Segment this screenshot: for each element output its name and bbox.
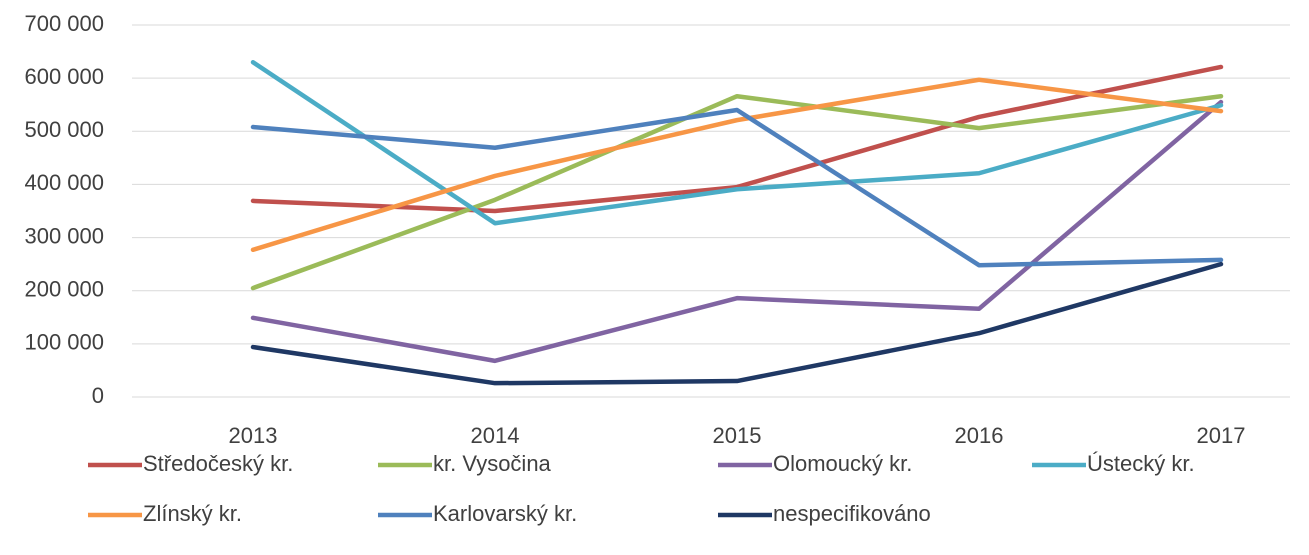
series-line [250, 59, 1224, 226]
y-tick-label: 100 000 [24, 330, 104, 355]
legend-label: Ústecký kr. [1087, 451, 1195, 476]
series-line [250, 77, 1224, 253]
x-tick-label: 2015 [713, 423, 762, 448]
series-line [250, 93, 1224, 291]
series-line [250, 107, 1224, 268]
legend-label: Karlovarský kr. [433, 501, 577, 526]
series-line [250, 99, 1224, 364]
y-tick-label: 300 000 [24, 223, 104, 248]
y-tick-label: 500 000 [24, 117, 104, 142]
y-tick-label: 0 [92, 383, 104, 408]
x-tick-label: 2017 [1197, 423, 1246, 448]
y-tick-label: 200 000 [24, 277, 104, 302]
y-tick-label: 700 000 [24, 11, 104, 36]
legend-label: kr. Vysočina [433, 451, 552, 476]
x-tick-label: 2014 [471, 423, 520, 448]
legend-label: Olomoucký kr. [773, 451, 912, 476]
legend-label: Středočeský kr. [143, 451, 293, 476]
legend-label: Zlínský kr. [143, 501, 242, 526]
series-line [250, 261, 1224, 386]
x-tick-label: 2016 [955, 423, 1004, 448]
legend-label: nespecifikováno [773, 501, 931, 526]
y-tick-label: 600 000 [24, 64, 104, 89]
x-tick-label: 2013 [229, 423, 278, 448]
y-tick-label: 400 000 [24, 170, 104, 195]
